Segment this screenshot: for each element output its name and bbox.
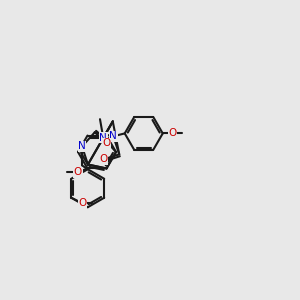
Text: O: O bbox=[103, 138, 111, 148]
Text: O: O bbox=[79, 198, 87, 208]
Text: O: O bbox=[74, 167, 82, 177]
Text: O: O bbox=[100, 154, 108, 164]
Text: N: N bbox=[78, 141, 86, 152]
Text: N: N bbox=[99, 133, 107, 143]
Text: N: N bbox=[110, 131, 117, 141]
Text: O: O bbox=[168, 128, 176, 138]
